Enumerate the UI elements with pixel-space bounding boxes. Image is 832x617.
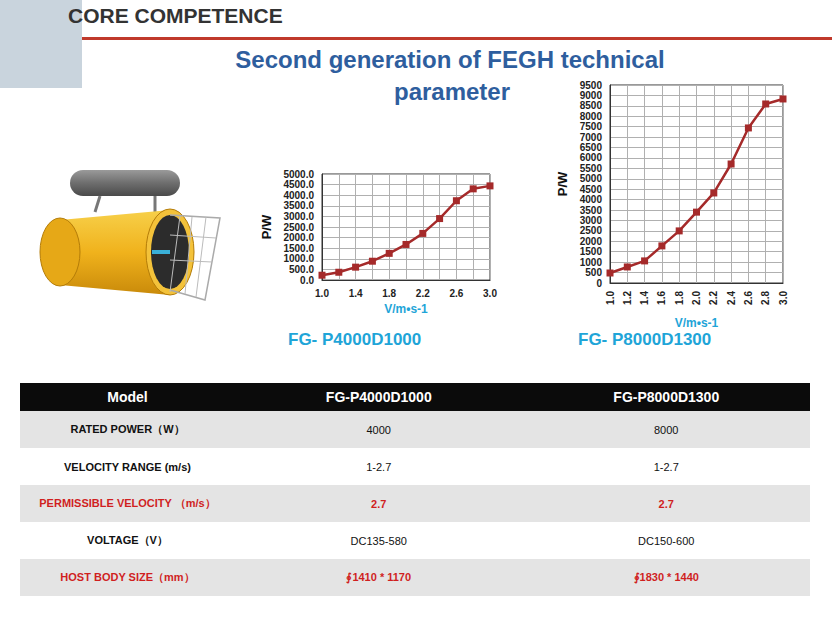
svg-text:1.8: 1.8	[382, 288, 396, 299]
svg-text:3.0: 3.0	[483, 288, 497, 299]
svg-text:2.2: 2.2	[708, 291, 719, 305]
svg-text:1.8: 1.8	[674, 291, 685, 305]
svg-text:P/W: P/W	[555, 171, 570, 196]
html-text:FG-P8000D1300: FG-P8000D1300	[613, 389, 720, 405]
svg-text:3500: 3500	[580, 205, 603, 216]
svg-text:3000: 3000	[580, 215, 603, 226]
svg-text:2.6: 2.6	[743, 291, 754, 305]
svg-text:2500: 2500	[580, 225, 603, 236]
svg-text:4500: 4500	[580, 184, 603, 195]
svg-text:1.4: 1.4	[349, 288, 363, 299]
svg-text:3000.0: 3000.0	[283, 211, 314, 222]
svg-text:2.8: 2.8	[760, 291, 771, 305]
svg-text:0.0: 0.0	[300, 275, 314, 286]
svg-text:5000.0: 5000.0	[283, 169, 314, 180]
html-text:CORE COMPETENCE: CORE COMPETENCE	[68, 4, 283, 27]
html-text:4000: 4000	[366, 423, 391, 436]
svg-text:4000.0: 4000.0	[283, 190, 314, 201]
html-text:∮1830 * 1440: ∮1830 * 1440	[633, 571, 699, 583]
svg-text:0: 0	[596, 278, 602, 289]
svg-text:1.6: 1.6	[656, 291, 667, 305]
svg-text:1.0: 1.0	[315, 288, 329, 299]
svg-text:1.4: 1.4	[639, 291, 650, 305]
svg-text:2500.0: 2500.0	[283, 222, 314, 233]
svg-text:4000: 4000	[580, 194, 603, 205]
svg-text:V/m•s-1: V/m•s-1	[675, 316, 719, 330]
svg-text:1500: 1500	[580, 246, 603, 257]
html-text:VOLTAGE（V）: VOLTAGE（V）	[87, 534, 168, 546]
html-text:DC150-600: DC150-600	[638, 534, 695, 547]
svg-text:7000: 7000	[580, 132, 603, 143]
svg-text:6500: 6500	[580, 142, 603, 153]
svg-text:2000: 2000	[580, 236, 603, 247]
svg-text:8500: 8500	[580, 100, 603, 111]
svg-text:3500.0: 3500.0	[283, 200, 314, 211]
svg-text:1500.0: 1500.0	[283, 243, 314, 254]
html-text:VELOCITY RANGE (m/s): VELOCITY RANGE (m/s)	[64, 460, 191, 473]
svg-text:9000: 9000	[580, 90, 603, 101]
html-text:FG- P8000D1300: FG- P8000D1300	[578, 330, 712, 349]
html-text:RATED POWER（W）: RATED POWER（W）	[70, 423, 185, 435]
html-text:DC135-580: DC135-580	[350, 534, 407, 547]
svg-text:P/W: P/W	[259, 214, 274, 239]
html-text:Model: Model	[107, 389, 148, 405]
svg-text:1000: 1000	[580, 257, 603, 268]
html-text:2.7: 2.7	[371, 497, 387, 510]
html-text:FG-P4000D1000: FG-P4000D1000	[325, 389, 432, 405]
html-text:1-2.7: 1-2.7	[653, 460, 679, 473]
html-text:1-2.7: 1-2.7	[366, 460, 392, 473]
svg-text:1000.0: 1000.0	[283, 253, 314, 264]
html-text:FG- P4000D1000: FG- P4000D1000	[288, 330, 422, 349]
svg-text:4500.0: 4500.0	[283, 179, 314, 190]
svg-text:9500: 9500	[580, 80, 603, 91]
svg-text:1.0: 1.0	[605, 291, 616, 305]
svg-text:3.0: 3.0	[778, 291, 789, 305]
svg-text:2.4: 2.4	[726, 291, 737, 305]
svg-text:2.2: 2.2	[416, 288, 430, 299]
html-text:HOST BODY SIZE（mm）: HOST BODY SIZE（mm）	[60, 571, 195, 583]
html-text:8000: 8000	[654, 423, 679, 436]
svg-text:2.6: 2.6	[449, 288, 463, 299]
svg-text:500.0: 500.0	[289, 264, 314, 275]
svg-text:5000: 5000	[580, 173, 603, 184]
svg-text:2.0: 2.0	[691, 291, 702, 305]
html-text:PERMISSIBLE VELOCITY （m/s）: PERMISSIBLE VELOCITY （m/s）	[39, 497, 216, 509]
svg-text:2000.0: 2000.0	[283, 232, 314, 243]
svg-text:8000: 8000	[580, 111, 603, 122]
svg-text:500: 500	[585, 267, 602, 278]
svg-text:1.2: 1.2	[622, 291, 633, 305]
html-text:Second generation of FEGH tech: Second generation of FEGH technical	[235, 46, 665, 73]
svg-text:7500: 7500	[580, 121, 603, 132]
html-text:parameter: parameter	[394, 78, 510, 105]
html-text:2.7: 2.7	[658, 497, 674, 510]
html-text:∮1410 * 1170: ∮1410 * 1170	[346, 571, 412, 583]
svg-text:V/m•s-1: V/m•s-1	[384, 302, 428, 316]
svg-text:5500: 5500	[580, 163, 603, 174]
svg-text:6000: 6000	[580, 152, 603, 163]
